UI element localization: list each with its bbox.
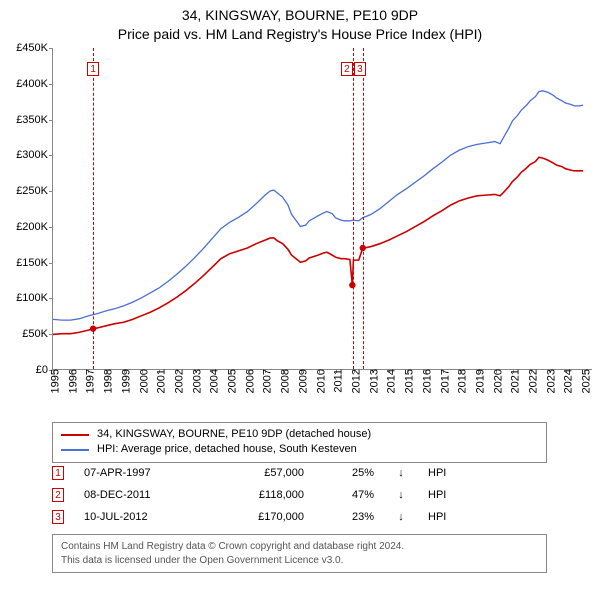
- x-tick-label: 2000: [133, 369, 150, 393]
- down-arrow-icon: ↓: [394, 489, 408, 501]
- legend-label: 34, KINGSWAY, BOURNE, PE10 9DP (detached…: [97, 427, 371, 442]
- x-tick-label: 2004: [204, 369, 221, 393]
- x-tick-label: 2001: [151, 369, 168, 393]
- event-id-box: 3: [52, 510, 64, 524]
- y-tick-mark: [49, 263, 53, 264]
- x-tick-label: 2018: [452, 369, 469, 393]
- event-date: 08-DEC-2011: [84, 489, 194, 501]
- y-tick-label: £300K: [16, 149, 53, 161]
- title-line2: Price paid vs. HM Land Registry's House …: [0, 25, 600, 44]
- x-tick-label: 2003: [186, 369, 203, 393]
- event-row: 3 10-JUL-2012 £170,000 23% ↓ HPI: [52, 506, 547, 528]
- title-line1: 34, KINGSWAY, BOURNE, PE10 9DP: [0, 6, 600, 25]
- event-price: £118,000: [214, 489, 304, 501]
- chart-area: £0£50K£100K£150K£200K£250K£300K£350K£400…: [0, 48, 600, 420]
- y-tick-mark: [49, 84, 53, 85]
- down-arrow-icon: ↓: [394, 467, 408, 479]
- y-tick-label: £200K: [16, 221, 53, 233]
- y-tick-label: £150K: [16, 257, 53, 269]
- series-line: [53, 91, 583, 320]
- footnote-line2: This data is licensed under the Open Gov…: [61, 554, 538, 568]
- y-tick-mark: [49, 334, 53, 335]
- legend-swatch: [61, 449, 89, 451]
- x-tick-label: 2014: [381, 369, 398, 393]
- legend-label: HPI: Average price, detached house, Sout…: [97, 442, 357, 457]
- y-tick-mark: [49, 155, 53, 156]
- x-tick-label: 2011: [328, 369, 345, 393]
- event-pct: 47%: [324, 489, 374, 501]
- x-tick-label: 2002: [168, 369, 185, 393]
- x-tick-label: 2009: [292, 369, 309, 393]
- x-tick-label: 1997: [80, 369, 97, 393]
- event-vline: [353, 48, 354, 369]
- y-tick-mark: [49, 227, 53, 228]
- x-tick-label: 2007: [257, 369, 274, 393]
- y-tick-mark: [49, 298, 53, 299]
- legend-row: 34, KINGSWAY, BOURNE, PE10 9DP (detached…: [61, 427, 538, 442]
- footnote-box: Contains HM Land Registry data © Crown c…: [52, 534, 547, 573]
- event-pct: 23%: [324, 511, 374, 523]
- figure-root: 34, KINGSWAY, BOURNE, PE10 9DP Price pai…: [0, 0, 600, 590]
- footnote-line1: Contains HM Land Registry data © Crown c…: [61, 540, 538, 554]
- x-tick-label: 2015: [399, 369, 416, 393]
- event-flag: 2: [341, 62, 353, 76]
- y-tick-mark: [49, 120, 53, 121]
- event-vline: [363, 48, 364, 369]
- y-tick-label: £350K: [16, 114, 53, 126]
- event-hpi-tag: HPI: [428, 489, 446, 501]
- event-id-box: 2: [52, 488, 64, 502]
- x-tick-label: 1999: [115, 369, 132, 393]
- x-tick-label: 2021: [505, 369, 522, 393]
- x-tick-label: 2022: [523, 369, 540, 393]
- event-flag: 3: [354, 62, 366, 76]
- legend-box: 34, KINGSWAY, BOURNE, PE10 9DP (detached…: [52, 422, 547, 463]
- y-tick-label: £450K: [16, 42, 53, 54]
- x-tick-label: 2019: [469, 369, 486, 393]
- series-svg: [53, 48, 592, 369]
- event-price: £170,000: [214, 511, 304, 523]
- plot-area: £0£50K£100K£150K£200K£250K£300K£350K£400…: [52, 48, 592, 370]
- event-hpi-tag: HPI: [428, 467, 446, 479]
- y-tick-mark: [49, 191, 53, 192]
- x-tick-label: 2020: [487, 369, 504, 393]
- y-tick-mark: [49, 48, 53, 49]
- x-tick-label: 1998: [98, 369, 115, 393]
- x-tick-label: 2016: [416, 369, 433, 393]
- x-tick-label: 2012: [345, 369, 362, 393]
- x-tick-label: 2006: [239, 369, 256, 393]
- event-table: 1 07-APR-1997 £57,000 25% ↓ HPI 2 08-DEC-2011 £1…: [52, 462, 547, 528]
- event-price: £57,000: [214, 467, 304, 479]
- event-row: 2 08-DEC-2011 £118,000 47% ↓ HPI: [52, 484, 547, 506]
- down-arrow-icon: ↓: [394, 511, 408, 523]
- event-id-box: 1: [52, 466, 64, 480]
- event-date: 10-JUL-2012: [84, 511, 194, 523]
- x-tick-label: 2023: [540, 369, 557, 393]
- x-tick-label: 2017: [434, 369, 451, 393]
- event-hpi-tag: HPI: [428, 511, 446, 523]
- event-vline: [93, 48, 94, 369]
- x-tick-label: 2005: [222, 369, 239, 393]
- x-tick-label: 1995: [45, 369, 62, 393]
- x-tick-label: 2024: [558, 369, 575, 393]
- x-tick-label: 2025: [576, 369, 593, 393]
- series-line: [53, 157, 583, 334]
- event-date: 07-APR-1997: [84, 467, 194, 479]
- y-tick-label: £100K: [16, 292, 53, 304]
- y-tick-label: £400K: [16, 78, 53, 90]
- x-tick-label: 2008: [275, 369, 292, 393]
- x-tick-label: 2013: [363, 369, 380, 393]
- x-tick-label: 2010: [310, 369, 327, 393]
- event-flag: 1: [87, 62, 99, 76]
- x-tick-label: 1996: [62, 369, 79, 393]
- event-row: 1 07-APR-1997 £57,000 25% ↓ HPI: [52, 462, 547, 484]
- event-pct: 25%: [324, 467, 374, 479]
- y-tick-label: £250K: [16, 185, 53, 197]
- legend-swatch: [61, 434, 89, 436]
- legend-row: HPI: Average price, detached house, Sout…: [61, 442, 538, 457]
- chart-title: 34, KINGSWAY, BOURNE, PE10 9DP Price pai…: [0, 0, 600, 44]
